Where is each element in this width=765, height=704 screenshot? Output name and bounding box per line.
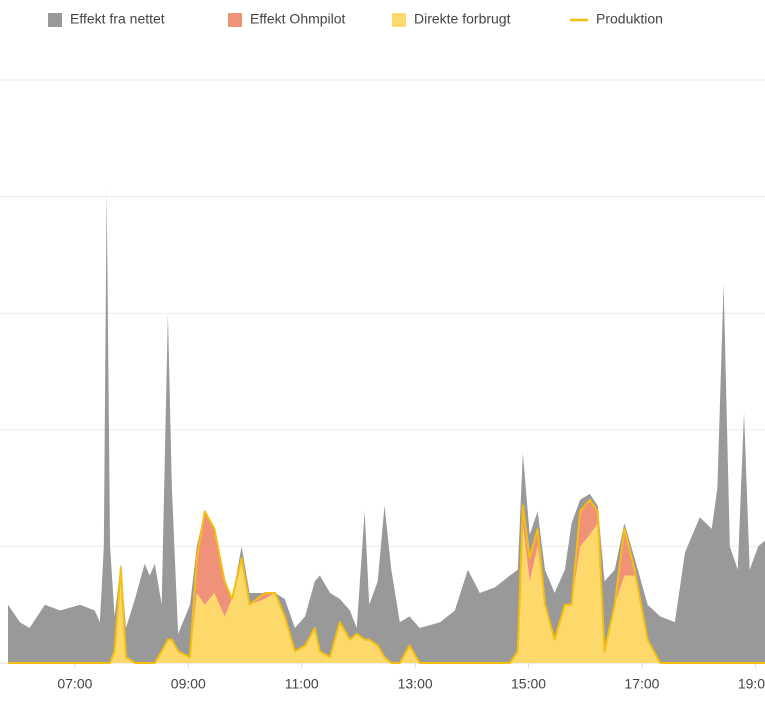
legend-label: Direkte forbrugt — [414, 11, 511, 27]
legend-label: Effekt Ohmpilot — [250, 11, 346, 27]
legend-label: Produktion — [596, 11, 663, 27]
line — [8, 498, 765, 664]
legend-label: Effekt fra nettet — [70, 11, 165, 27]
x-tick-label: 15:00 — [511, 676, 546, 692]
x-tick-label: 11:00 — [285, 676, 319, 692]
x-tick-label: 17:00 — [624, 676, 659, 692]
legend-swatch — [48, 13, 62, 27]
x-tick-label: 09:00 — [171, 676, 206, 692]
legend-swatch — [228, 13, 242, 27]
legend-swatch — [392, 13, 406, 27]
x-tick-label: 19:00 — [738, 676, 765, 692]
x-tick-label: 07:00 — [57, 676, 92, 692]
area — [8, 190, 765, 663]
area — [8, 523, 765, 663]
x-tick-label: 13:00 — [398, 676, 433, 692]
